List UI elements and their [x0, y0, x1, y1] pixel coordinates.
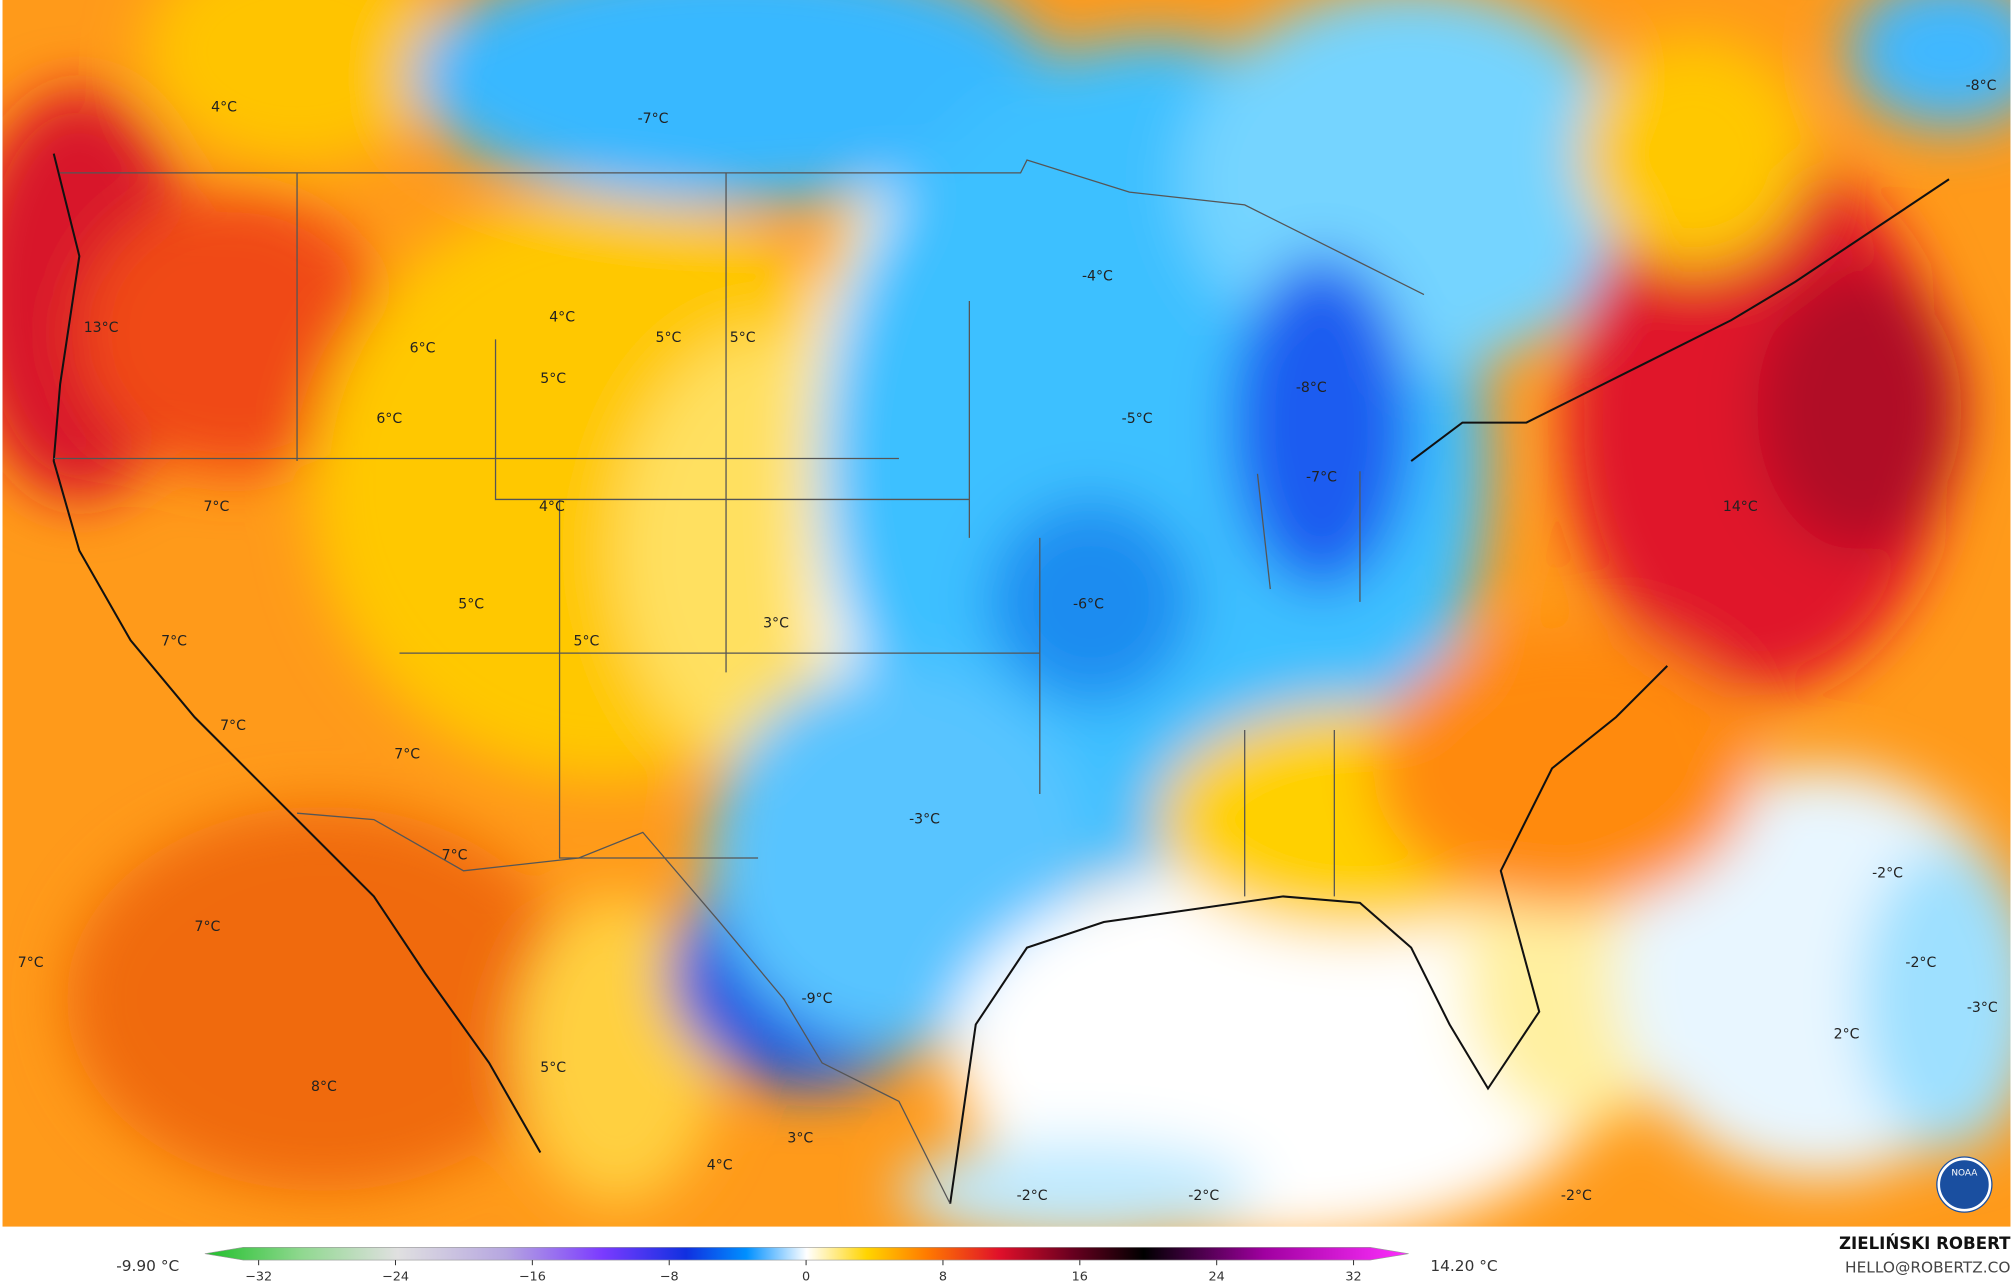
colorbar-tick-label: −8 — [660, 1269, 679, 1284]
temperature-label: 7°C — [194, 919, 220, 935]
temperature-label: -2°C — [1561, 1188, 1592, 1204]
temperature-label: 8°C — [311, 1079, 337, 1095]
colorbar-tick-label: −32 — [245, 1269, 272, 1284]
colorbar-bar — [204, 1246, 1409, 1261]
temperature-label: 6°C — [410, 340, 436, 356]
temperature-label: -2°C — [1872, 865, 1903, 881]
logo-text: NOAA — [1951, 1169, 1978, 1179]
temperature-label: 5°C — [730, 330, 756, 346]
temperature-label: -6°C — [1073, 596, 1104, 612]
temperature-label: -2°C — [1017, 1188, 1048, 1204]
temperature-label: 7°C — [394, 746, 420, 762]
colorbar: −32 −24 −16 −8 0 8 16 24 32 — [204, 1246, 1409, 1284]
colorbar-tick-label: 32 — [1345, 1269, 1361, 1284]
noaa-logo: NOAA — [1936, 1156, 1993, 1213]
temperature-label: 7°C — [203, 499, 229, 515]
colorbar-tick-label: 24 — [1209, 1269, 1225, 1284]
temperature-label: -2°C — [1188, 1188, 1219, 1204]
temperature-label: -3°C — [909, 812, 940, 828]
temperature-label: 4°C — [549, 310, 575, 326]
temperature-labels: 4°C -7°C -8°C 13°C 6°C 4°C 5°C 5°C 5°C 6°C -4°C -5°… — [18, 78, 1998, 1204]
temperature-label: -7°C — [638, 111, 669, 127]
temperature-field — [2, 0, 2011, 1227]
credit-email: HELLO@ROBERTZ.CO — [1845, 1258, 2010, 1276]
temperature-label: 7°C — [220, 718, 246, 734]
temperature-label: -8°C — [1296, 380, 1327, 396]
temperature-label: 6°C — [376, 411, 402, 427]
temperature-label: 5°C — [574, 634, 600, 650]
temperature-label: 4°C — [539, 499, 565, 515]
temperature-label: -5°C — [1122, 411, 1153, 427]
max-label: 14.20 °C — [1430, 1257, 1497, 1275]
colorbar-tick-label: −16 — [519, 1269, 546, 1284]
min-label: -9.90 °C — [116, 1257, 179, 1275]
temperature-label: -8°C — [1966, 78, 1997, 94]
temperature-label: -4°C — [1082, 269, 1113, 285]
credit-name: ZIELIŃSKI ROBERT — [1839, 1234, 2011, 1253]
temperature-label: 3°C — [787, 1130, 813, 1146]
temperature-label: 4°C — [211, 100, 237, 116]
temperature-label: 7°C — [442, 847, 468, 863]
temperature-label: 7°C — [18, 955, 44, 971]
temperature-label: 5°C — [656, 330, 682, 346]
colorbar-tick-label: 0 — [802, 1269, 810, 1284]
temperature-label: 7°C — [161, 634, 187, 650]
temperature-label: 5°C — [540, 371, 566, 387]
temperature-label: 13°C — [84, 320, 119, 336]
temperature-label: -2°C — [1905, 955, 1936, 971]
temperature-label: 3°C — [763, 616, 789, 632]
colorbar-tick-label: −24 — [382, 1269, 409, 1284]
temperature-label: -7°C — [1306, 470, 1337, 486]
temperature-label: 14°C — [1723, 499, 1758, 515]
temperature-label: 2°C — [1834, 1027, 1860, 1043]
temperature-label: -3°C — [1967, 1000, 1998, 1016]
temperature-label: 5°C — [458, 596, 484, 612]
colorbar-tick-label: 8 — [939, 1269, 947, 1284]
temperature-label: -9°C — [802, 991, 833, 1007]
temperature-label: 4°C — [707, 1157, 733, 1173]
temperature-label: 5°C — [540, 1060, 566, 1076]
colorbar-tick-label: 16 — [1072, 1269, 1088, 1284]
